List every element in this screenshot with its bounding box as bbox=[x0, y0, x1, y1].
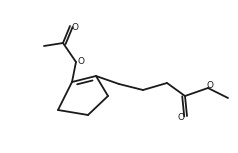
Text: O: O bbox=[178, 114, 184, 123]
Text: O: O bbox=[78, 56, 84, 65]
Text: O: O bbox=[207, 80, 213, 90]
Text: O: O bbox=[71, 22, 79, 32]
